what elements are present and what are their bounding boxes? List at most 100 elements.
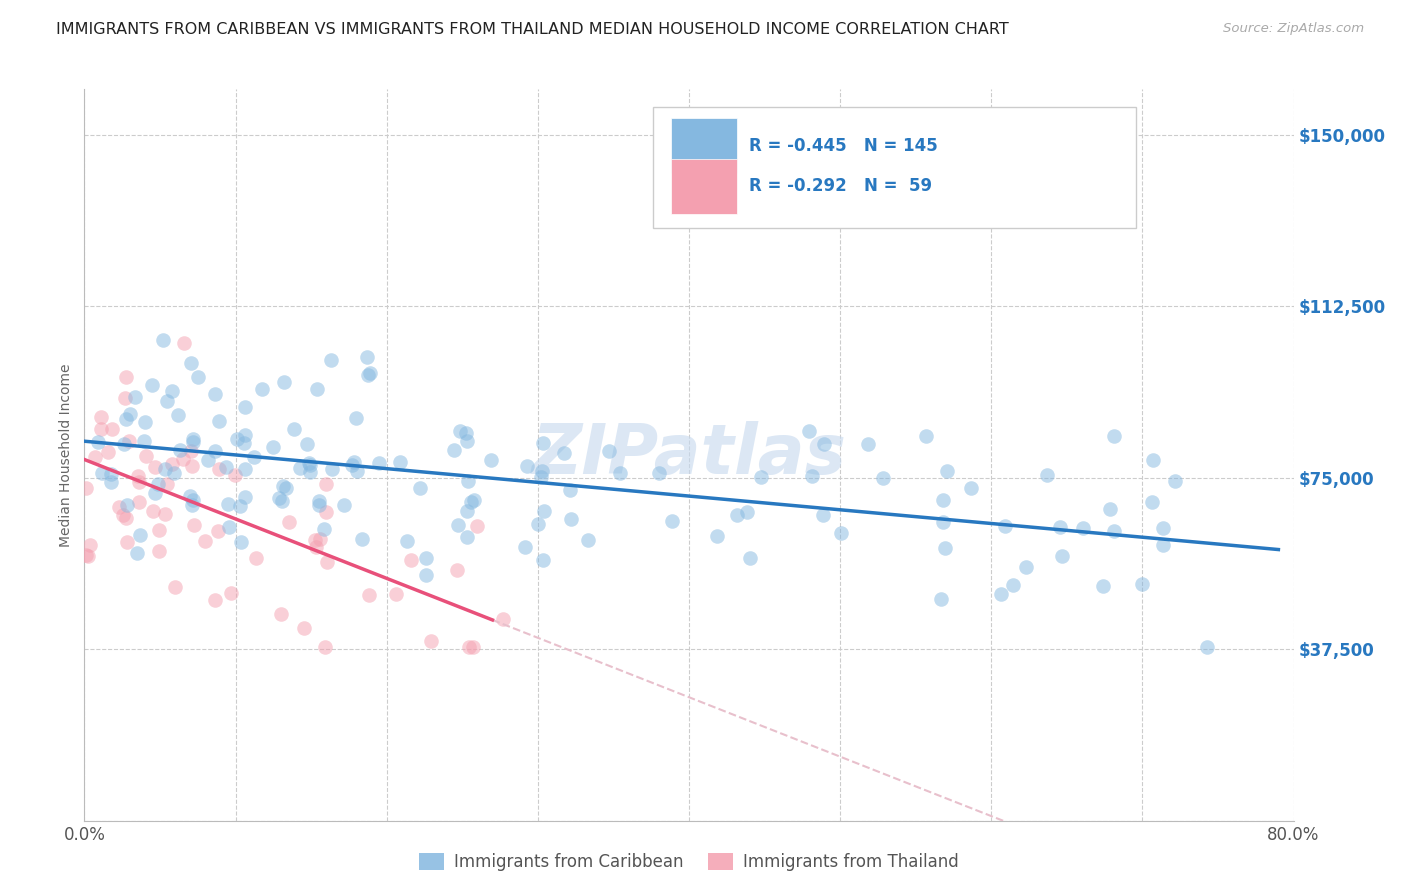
Point: [314, 640, 336, 654]
Point: [100, 467, 122, 481]
Point: [340, 458, 363, 472]
Point: [129, 527, 152, 541]
Point: [460, 495, 482, 509]
Point: [319, 353, 342, 368]
Point: [738, 551, 761, 566]
Point: [233, 400, 256, 414]
Point: [463, 493, 485, 508]
Point: [316, 555, 339, 569]
Point: [388, 455, 411, 469]
Point: [872, 470, 894, 484]
Point: [181, 434, 204, 449]
Point: [114, 391, 136, 405]
Point: [1091, 579, 1114, 593]
Point: [127, 469, 149, 483]
Point: [163, 466, 186, 480]
Point: [1071, 521, 1094, 535]
Point: [1197, 640, 1219, 654]
Point: [516, 458, 538, 473]
Point: [357, 368, 380, 382]
Point: [491, 612, 513, 626]
Point: [1102, 524, 1125, 539]
Point: [162, 457, 184, 471]
Point: [270, 493, 292, 508]
Point: [114, 412, 136, 426]
Y-axis label: Median Household Income: Median Household Income: [59, 363, 73, 547]
Point: [270, 607, 292, 622]
Point: [183, 517, 205, 532]
Point: [148, 523, 170, 537]
Point: [97, 445, 120, 459]
Point: [305, 382, 328, 396]
Point: [204, 444, 226, 458]
Point: [706, 529, 728, 543]
Point: [148, 544, 170, 558]
Point: [181, 498, 204, 512]
Point: [267, 491, 290, 505]
Point: [208, 462, 231, 476]
Point: [309, 532, 332, 546]
Point: [298, 466, 321, 480]
Point: [598, 443, 620, 458]
Point: [321, 462, 343, 476]
Point: [304, 533, 326, 547]
Point: [91, 466, 114, 480]
Point: [415, 567, 437, 582]
Point: [288, 461, 311, 475]
Point: [141, 378, 163, 392]
Point: [931, 592, 953, 607]
Point: [315, 477, 337, 491]
Point: [1164, 474, 1187, 488]
Point: [797, 425, 820, 439]
Point: [218, 520, 240, 534]
Point: [118, 434, 141, 448]
Point: [271, 478, 294, 492]
Point: [283, 422, 305, 436]
Point: [100, 475, 122, 489]
Point: [115, 535, 138, 549]
Text: R = -0.445   N = 145: R = -0.445 N = 145: [749, 136, 938, 155]
Point: [344, 410, 367, 425]
Point: [479, 452, 502, 467]
Point: [533, 504, 555, 518]
Point: [146, 477, 169, 491]
Point: [115, 370, 138, 384]
Point: [208, 414, 231, 428]
Point: [609, 466, 631, 480]
Point: [179, 489, 201, 503]
Point: [1099, 502, 1122, 516]
Point: [308, 494, 330, 508]
Point: [800, 469, 823, 483]
Point: [415, 550, 437, 565]
Point: [145, 486, 167, 500]
Point: [215, 459, 238, 474]
Point: [513, 540, 536, 554]
Text: IMMIGRANTS FROM CARIBBEAN VS IMMIGRANTS FROM THAILAND MEDIAN HOUSEHOLD INCOME CO: IMMIGRANTS FROM CARIBBEAN VS IMMIGRANTS …: [56, 22, 1010, 37]
Point: [252, 382, 274, 396]
Point: [350, 532, 373, 546]
Point: [160, 384, 183, 398]
Point: [527, 516, 550, 531]
Point: [242, 450, 264, 465]
Point: [277, 515, 299, 529]
Point: [204, 386, 226, 401]
Point: [531, 464, 554, 478]
Point: [187, 370, 209, 384]
Point: [229, 499, 252, 513]
Point: [1049, 520, 1071, 534]
Point: [1152, 538, 1174, 552]
Point: [457, 475, 479, 489]
Text: ZIPatlas: ZIPatlas: [531, 421, 846, 489]
Point: [173, 336, 195, 351]
Point: [156, 393, 179, 408]
Point: [856, 436, 879, 450]
Point: [395, 534, 418, 549]
Point: [725, 508, 748, 522]
Point: [1050, 549, 1073, 563]
Point: [914, 428, 936, 442]
Point: [463, 640, 485, 654]
Point: [132, 434, 155, 448]
Point: [118, 407, 141, 421]
Point: [465, 519, 488, 533]
Point: [274, 481, 297, 495]
